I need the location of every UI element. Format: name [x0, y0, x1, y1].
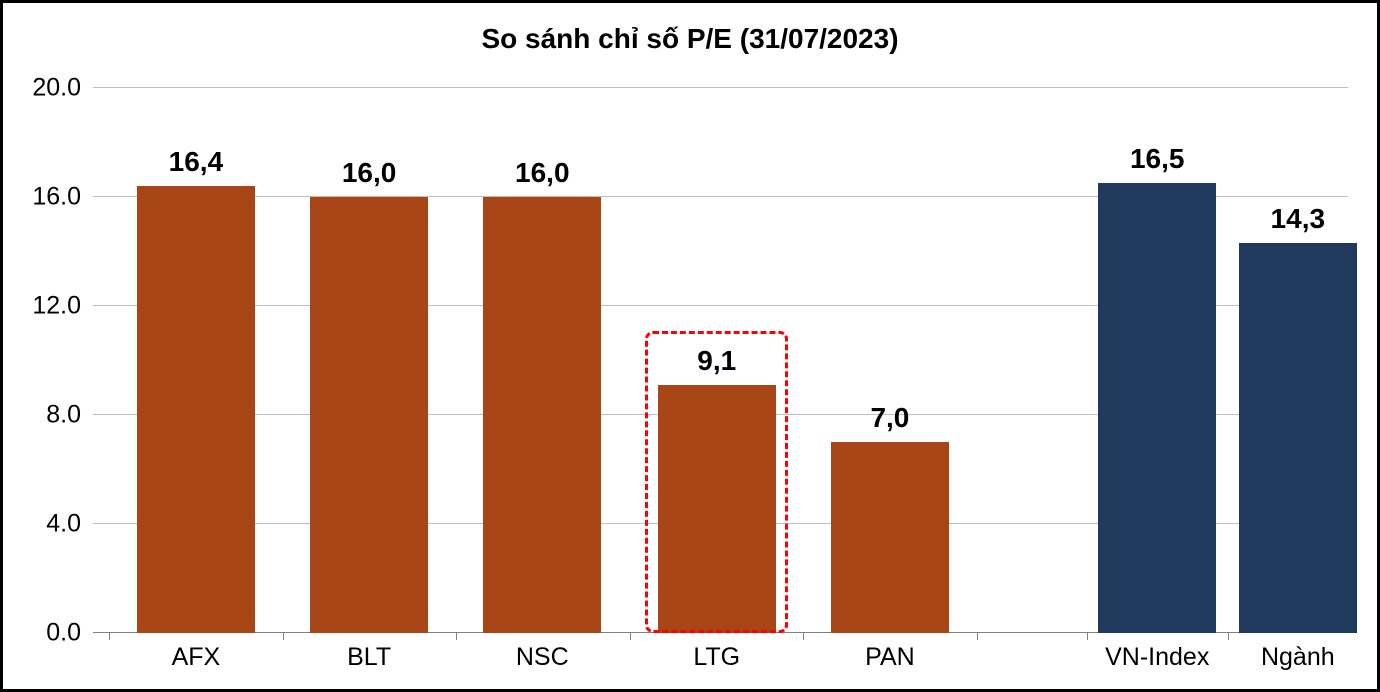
- chart-title: So sánh chỉ số P/E (31/07/2023): [3, 23, 1377, 55]
- y-tick-label: 0.0: [46, 619, 93, 648]
- x-tick: [1228, 633, 1229, 640]
- y-tick-label: 4.0: [46, 510, 93, 539]
- y-tick-label: 8.0: [46, 401, 93, 430]
- x-category-label: PAN: [865, 633, 915, 672]
- grid-line: [93, 87, 1348, 88]
- x-category-label: LTG: [693, 633, 740, 672]
- bar-ngành: 14,3: [1239, 243, 1357, 633]
- chart-container: So sánh chỉ số P/E (31/07/2023) 0.04.08.…: [0, 0, 1380, 692]
- bar-value-label: 16,0: [515, 157, 570, 197]
- bar-value-label: 16,0: [342, 157, 397, 197]
- x-tick: [1087, 633, 1088, 640]
- bar-ltg: 9,1: [658, 385, 776, 633]
- x-category-label: VN-Index: [1105, 633, 1209, 672]
- bar-value-label: 9,1: [697, 345, 736, 385]
- bar-blt: 16,0: [310, 197, 428, 633]
- x-category-label: NSC: [516, 633, 569, 672]
- y-tick-label: 12.0: [32, 292, 93, 321]
- y-tick-label: 16.0: [32, 183, 93, 212]
- x-category-label: AFX: [172, 633, 221, 672]
- x-tick: [283, 633, 284, 640]
- bar-nsc: 16,0: [483, 197, 601, 633]
- plot-area: 0.04.08.012.016.020.016,4AFX16,0BLT16,0N…: [93, 88, 1348, 633]
- bar-vn-index: 16,5: [1098, 183, 1216, 633]
- bar-value-label: 7,0: [870, 402, 909, 442]
- x-category-label: BLT: [347, 633, 391, 672]
- x-tick: [109, 633, 110, 640]
- bar-pan: 7,0: [831, 442, 949, 633]
- x-category-label: Ngành: [1261, 633, 1335, 672]
- bar-value-label: 14,3: [1271, 203, 1326, 243]
- x-tick: [803, 633, 804, 640]
- bar-value-label: 16,5: [1130, 143, 1185, 183]
- y-tick-label: 20.0: [32, 74, 93, 103]
- x-tick: [630, 633, 631, 640]
- bar-afx: 16,4: [137, 186, 255, 633]
- bar-value-label: 16,4: [169, 146, 224, 186]
- x-tick: [456, 633, 457, 640]
- x-tick: [977, 633, 978, 640]
